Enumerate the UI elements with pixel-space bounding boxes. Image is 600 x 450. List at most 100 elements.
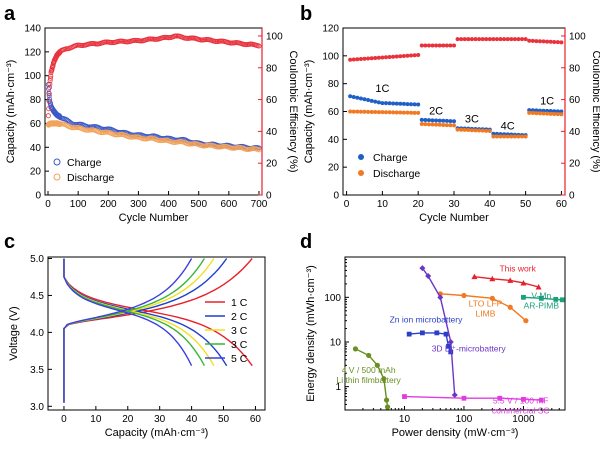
data-point [487, 37, 492, 42]
data-point [426, 118, 431, 123]
data-point [444, 118, 449, 123]
rate-label: 1C [540, 96, 554, 108]
discharge-curve [63, 258, 206, 367]
data-point [494, 37, 499, 42]
data-point [46, 91, 52, 97]
y2-tick-label: 40 [266, 127, 278, 138]
data-point [376, 55, 381, 60]
data-point [448, 123, 453, 128]
data-point [545, 108, 550, 113]
y-axis-label: Capacity (mAh·cm⁻³) [5, 60, 17, 164]
legend-label: 3 C [231, 339, 248, 351]
data-point [487, 128, 492, 133]
y-tick-label: 100 [324, 293, 341, 304]
legend: Charge Discharge [358, 152, 420, 180]
panel-c-frame [47, 256, 266, 411]
y-tick-label: 1 [335, 382, 341, 393]
legend-label: 3 C [231, 325, 248, 337]
y-tick-label: 80 [328, 79, 340, 90]
y2-tick-label: 0 [569, 191, 575, 202]
data-point [527, 38, 532, 43]
y-tick-label: 3.5 [30, 365, 44, 376]
data-point [553, 296, 559, 302]
data-point [489, 275, 496, 282]
data-point [423, 43, 428, 48]
data-point [373, 99, 378, 104]
data-point [358, 109, 363, 114]
data-point [46, 98, 52, 104]
y2-tick-label: 20 [569, 159, 581, 170]
y2-tick-label: 40 [569, 127, 581, 138]
data-point [520, 279, 527, 286]
series-3: Zn ion microbattery [390, 315, 463, 355]
rate-label: 4C [501, 121, 515, 133]
data-point [412, 110, 417, 115]
y2-tick-label: 100 [266, 31, 283, 42]
series-label: 4 V / 500 mAh Li thin filmbattery [337, 365, 402, 385]
data-point [391, 101, 396, 106]
y-tick-label: 60 [328, 107, 340, 118]
data-point [394, 54, 399, 59]
data-point [383, 55, 388, 60]
x-tick-label: 400 [160, 199, 177, 210]
x-tick-label: 300 [130, 199, 147, 210]
panel-c: 0 10 20 30 40 50 60 3.0 3.5 4.0 4.5 5.0 Capacity (mA… [8, 254, 266, 439]
data-point [358, 96, 363, 101]
y-tick-label: 3.0 [30, 402, 44, 413]
data-point [380, 110, 385, 115]
data-point [489, 295, 495, 301]
y2-tick-label: 80 [266, 63, 278, 74]
data-point [434, 118, 439, 123]
data-point [512, 134, 517, 139]
series-charge [348, 94, 564, 138]
data-point [462, 37, 467, 42]
y-axis-label: Capacity (mAh·cm⁻³) [303, 60, 315, 164]
data-point [523, 134, 528, 139]
data-point [391, 54, 396, 59]
data-point [527, 108, 532, 113]
data-point [462, 127, 467, 132]
series-label: LTO LFP LIMB [469, 299, 503, 319]
data-point [398, 110, 403, 115]
data-point [383, 101, 388, 106]
y2-axis-label: Coulombic Efficiency (%) [590, 50, 600, 172]
data-point [376, 100, 381, 105]
data-point [426, 122, 431, 127]
data-point [383, 397, 390, 403]
data-point [473, 37, 478, 42]
data-point [405, 53, 410, 58]
data-point [541, 39, 546, 44]
y2-tick-label: 60 [266, 95, 278, 106]
data-point [545, 39, 550, 44]
data-point [448, 43, 453, 48]
y-tick-label: 120 [24, 47, 41, 58]
data-point [509, 134, 514, 139]
data-point [480, 128, 485, 133]
data-point [401, 54, 406, 59]
data-point [381, 376, 387, 382]
series-0: This work [471, 263, 542, 290]
data-point [373, 110, 378, 115]
data-point [366, 98, 371, 103]
series-label-line: This work [499, 263, 536, 273]
data-point [455, 37, 460, 42]
data-point [430, 122, 435, 127]
legend-label: 2 C [231, 311, 248, 323]
y-tick-label: 40 [30, 143, 42, 154]
x-tick-label: 200 [100, 199, 117, 210]
data-point [47, 81, 53, 87]
panel-letter-c: c [4, 231, 15, 253]
data-point [351, 57, 356, 62]
charge-curve [63, 258, 193, 403]
data-point [46, 93, 52, 99]
data-point [405, 102, 410, 107]
data-point [416, 110, 421, 115]
x-tick-label: 1000 [512, 414, 535, 425]
data-point [441, 118, 446, 123]
data-point [448, 119, 453, 124]
legend-marker [53, 173, 61, 181]
data-point [409, 102, 414, 107]
data-point [401, 110, 406, 115]
series-discharge [45, 120, 262, 153]
data-point [362, 109, 367, 114]
